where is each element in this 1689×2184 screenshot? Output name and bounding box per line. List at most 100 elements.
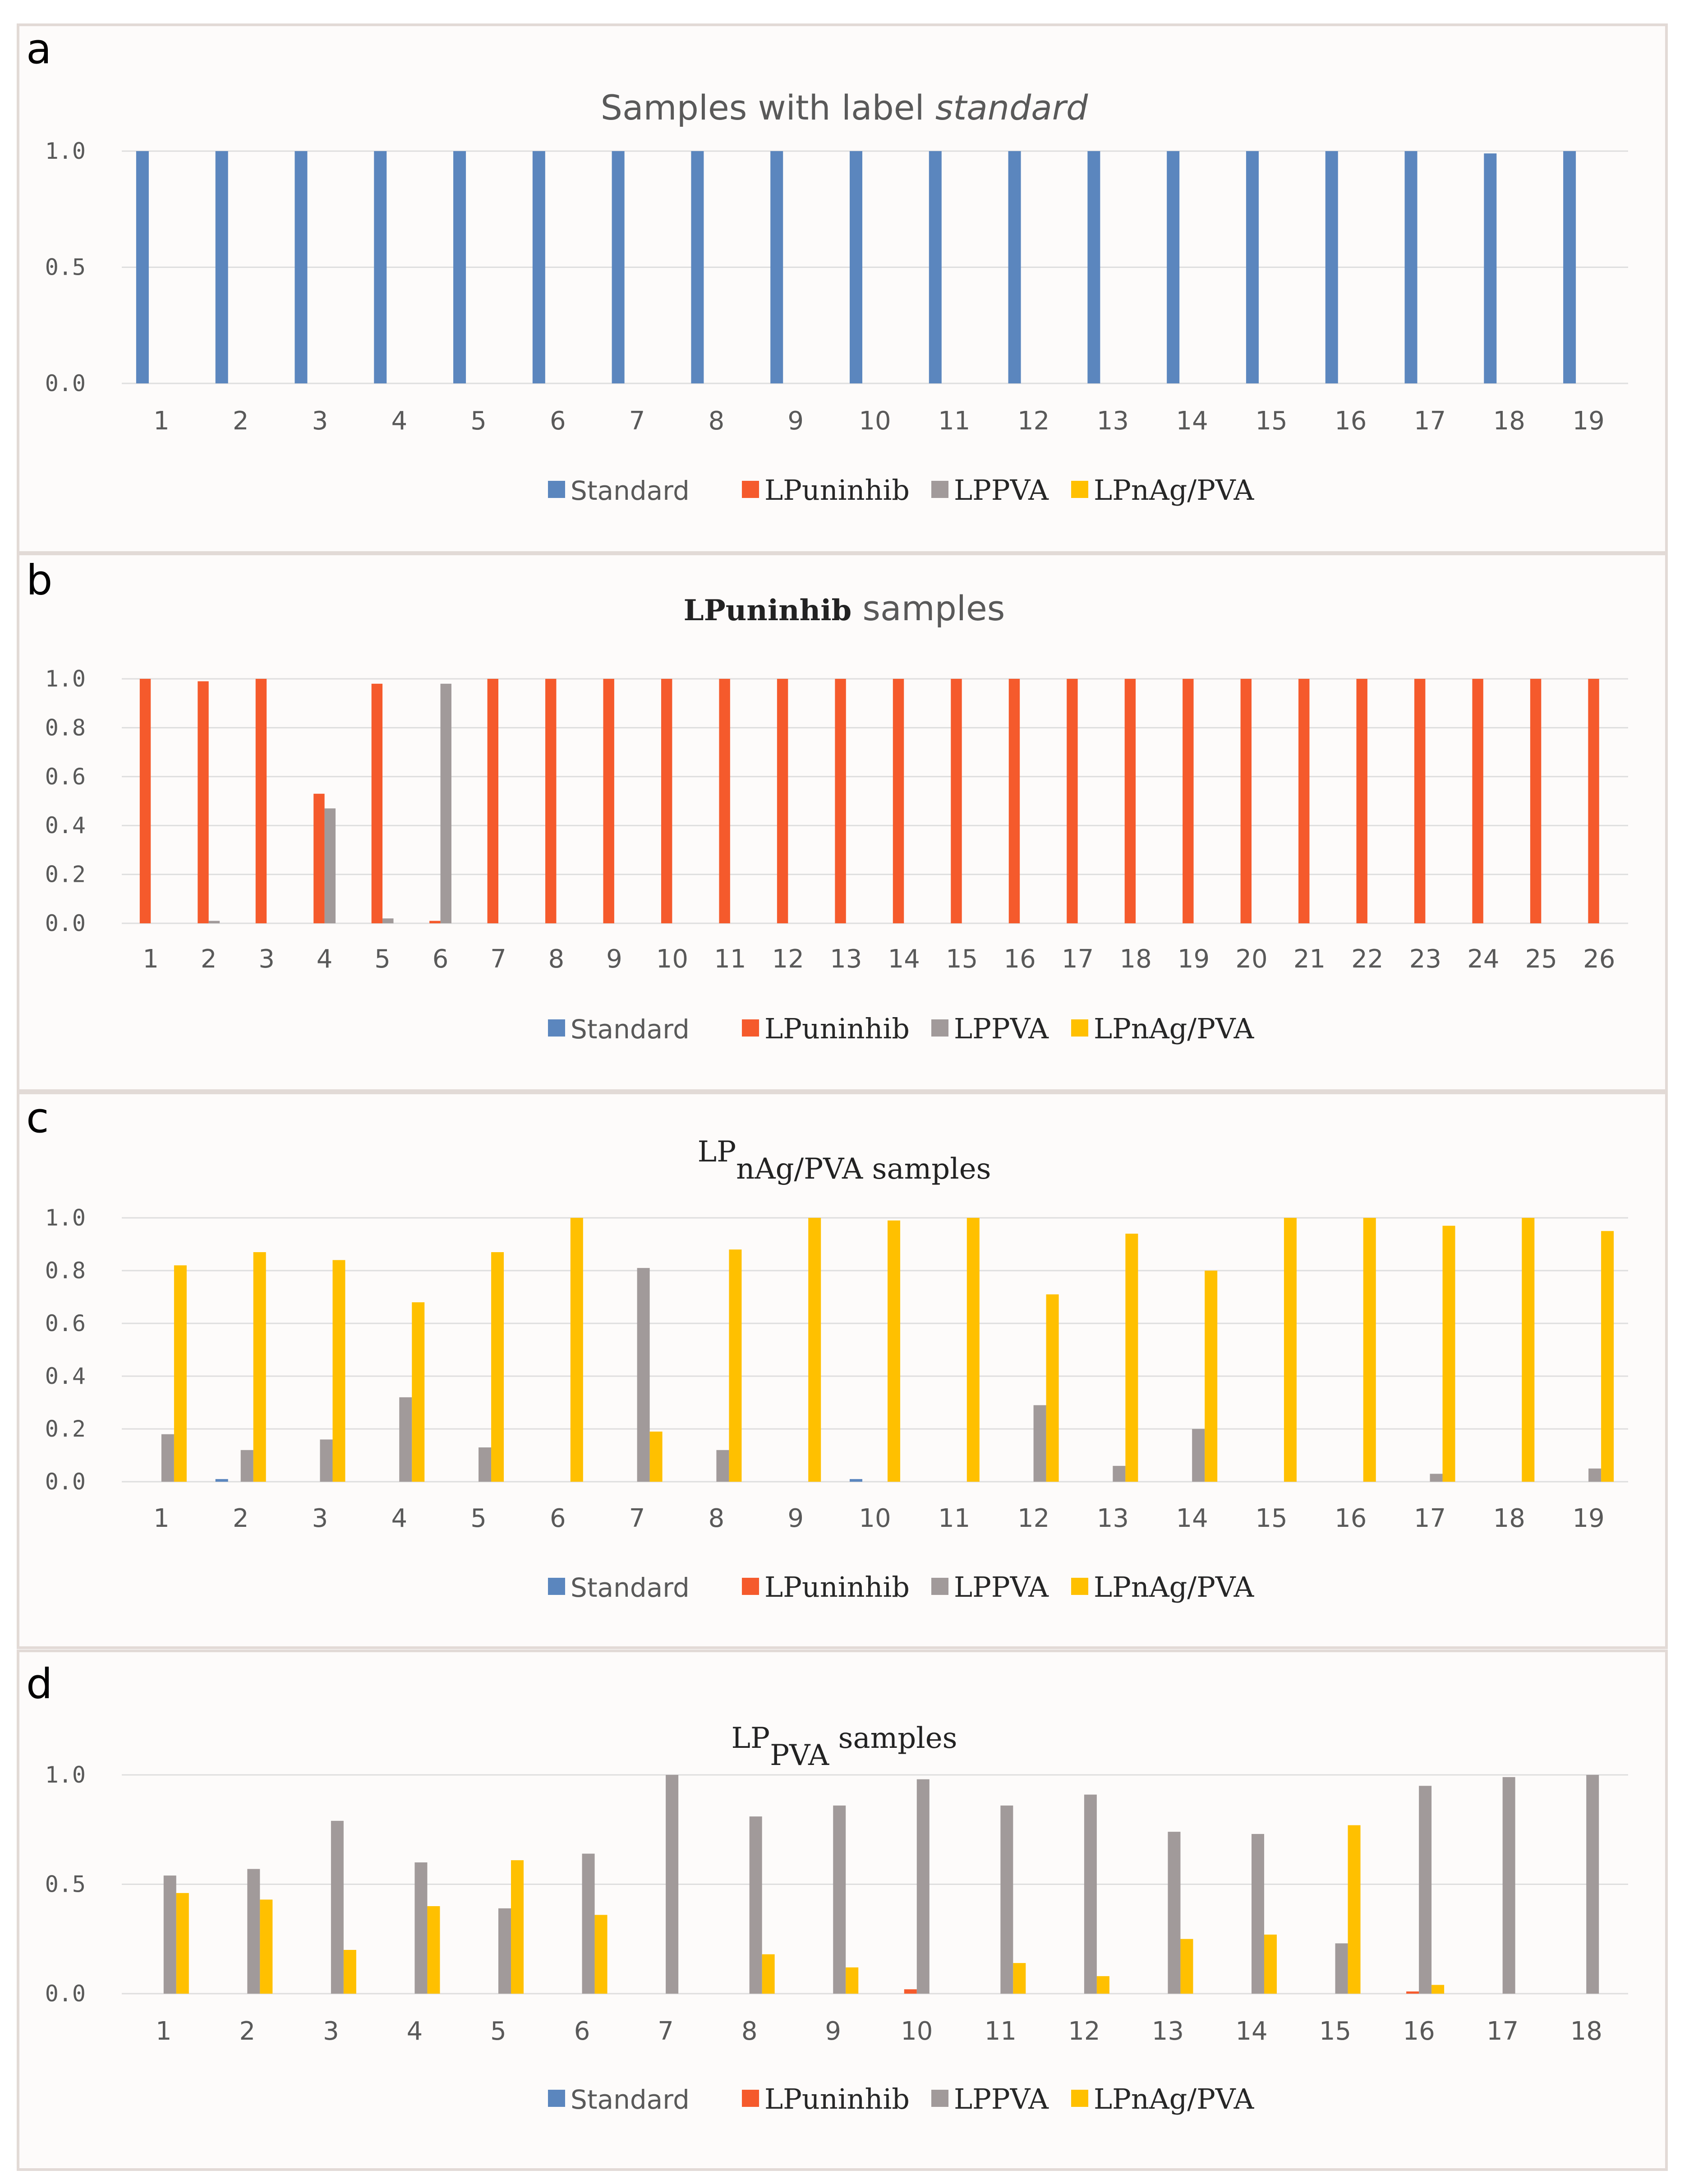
x-tick-label: 3 (312, 1504, 328, 1533)
bar-lpuninhib (545, 679, 557, 923)
x-tick-label: 5 (374, 945, 391, 974)
x-tick-label: 19 (1572, 406, 1604, 436)
legend-swatch-lpuninhib (742, 1578, 759, 1595)
bar-lppva (666, 1775, 679, 1994)
bar-lpnag-pva (253, 1252, 266, 1482)
x-tick-label: 5 (470, 406, 487, 436)
bar-lppva (240, 1450, 253, 1482)
x-tick-label: 6 (550, 1504, 566, 1533)
bar-lpnag-pva (808, 1218, 821, 1482)
bar-standard (1484, 153, 1497, 383)
x-tick-label: 9 (606, 945, 622, 974)
x-tick-label: 13 (830, 945, 862, 974)
bar-lppva (382, 918, 394, 923)
panel-letter: c (26, 1094, 49, 1142)
x-tick-label: 24 (1467, 945, 1499, 974)
legend-label-lpuninhib: LPuninhib (764, 2083, 910, 2115)
bar-lppva (1588, 1468, 1602, 1482)
x-tick-label: 14 (888, 945, 920, 974)
legend-label-standard: Standard (571, 475, 690, 506)
bar-lpuninhib (951, 679, 962, 923)
bar-lpnag-pva (343, 1950, 356, 1994)
bar-lpnag-pva (888, 1220, 900, 1482)
bar-lppva (331, 1820, 344, 1994)
x-tick-label: 15 (1319, 2017, 1351, 2046)
legend-label-lppva: LPPVA (954, 2083, 1049, 2115)
x-tick-label: 7 (629, 406, 645, 436)
x-tick-label: 4 (391, 406, 407, 436)
bar-lpnag-pva (570, 1218, 583, 1482)
x-tick-label: 2 (201, 945, 217, 974)
chart-title-part: samples (851, 588, 1005, 628)
y-tick-label: 0.0 (45, 910, 86, 936)
bar-standard (929, 151, 942, 383)
bar-lppva (637, 1268, 650, 1482)
x-tick-label: 11 (985, 2017, 1017, 2046)
x-tick-label: 1 (153, 406, 170, 436)
bar-lpnag-pva (427, 1906, 440, 1994)
bar-lpnag-pva (176, 1893, 189, 1994)
bar-standard (1087, 151, 1100, 383)
bar-lppva (399, 1397, 412, 1482)
x-tick-label: 25 (1525, 945, 1557, 974)
y-tick-label: 0.4 (45, 1363, 86, 1389)
bar-standard (374, 151, 387, 383)
x-tick-label: 12 (1068, 2017, 1100, 2046)
bar-standard (295, 151, 308, 383)
bar-lpuninhib (1067, 679, 1078, 923)
bar-lpuninhib (1298, 679, 1310, 923)
x-tick-label: 15 (946, 945, 978, 974)
x-tick-label: 16 (1403, 2017, 1435, 2046)
legend-swatch-lpnag-pva (1071, 2090, 1088, 2107)
x-tick-label: 20 (1235, 945, 1267, 974)
legend-swatch-lpuninhib (742, 1019, 759, 1037)
bar-standard (453, 151, 466, 383)
bar-standard (532, 151, 545, 383)
bar-lpnag-pva (1442, 1226, 1455, 1482)
bar-lpuninhib (1414, 679, 1426, 923)
bar-standard (770, 151, 783, 383)
chart-title-part: samples (829, 1722, 957, 1755)
bar-standard (1563, 151, 1576, 383)
x-tick-label: 13 (1152, 2017, 1184, 2046)
x-tick-label: 6 (574, 2017, 590, 2046)
x-tick-label: 3 (258, 945, 275, 974)
x-tick-label: 17 (1487, 2017, 1519, 2046)
panel-letter: b (26, 556, 52, 604)
bar-lpnag-pva (1180, 1939, 1193, 1994)
x-tick-label: 13 (1097, 1504, 1129, 1533)
bar-lpnag-pva (1431, 1985, 1445, 1994)
bar-standard (850, 151, 862, 383)
bar-standard (1167, 151, 1180, 383)
x-tick-label: 6 (433, 945, 449, 974)
legend-label-lpuninhib: LPuninhib (764, 1012, 910, 1045)
x-tick-label: 10 (656, 945, 688, 974)
bar-lppva (440, 683, 451, 923)
x-tick-label: 15 (1255, 406, 1287, 436)
bar-lppva (1430, 1474, 1443, 1482)
bar-lppva (414, 1862, 428, 1994)
x-tick-label: 12 (1017, 406, 1049, 436)
legend-label-standard: Standard (571, 2084, 690, 2115)
bar-lpuninhib (1530, 679, 1542, 923)
bar-lpuninhib (1472, 679, 1483, 923)
bar-lpnag-pva (1264, 1935, 1277, 1994)
x-tick-label: 18 (1493, 1504, 1525, 1533)
y-tick-label: 0.2 (45, 1416, 86, 1442)
x-tick-label: 18 (1493, 406, 1525, 436)
x-tick-label: 26 (1583, 945, 1615, 974)
y-tick-label: 0.4 (45, 812, 86, 839)
y-tick-label: 0.5 (45, 1871, 86, 1898)
x-tick-label: 13 (1097, 406, 1129, 436)
x-tick-label: 19 (1572, 1504, 1604, 1533)
y-tick-label: 1.0 (45, 1205, 86, 1231)
bar-lpnag-pva (491, 1252, 504, 1482)
x-tick-label: 7 (490, 945, 506, 974)
bar-lpnag-pva (260, 1899, 273, 1994)
x-tick-label: 1 (143, 945, 159, 974)
x-tick-label: 17 (1414, 1504, 1446, 1533)
x-tick-label: 5 (470, 1504, 487, 1533)
